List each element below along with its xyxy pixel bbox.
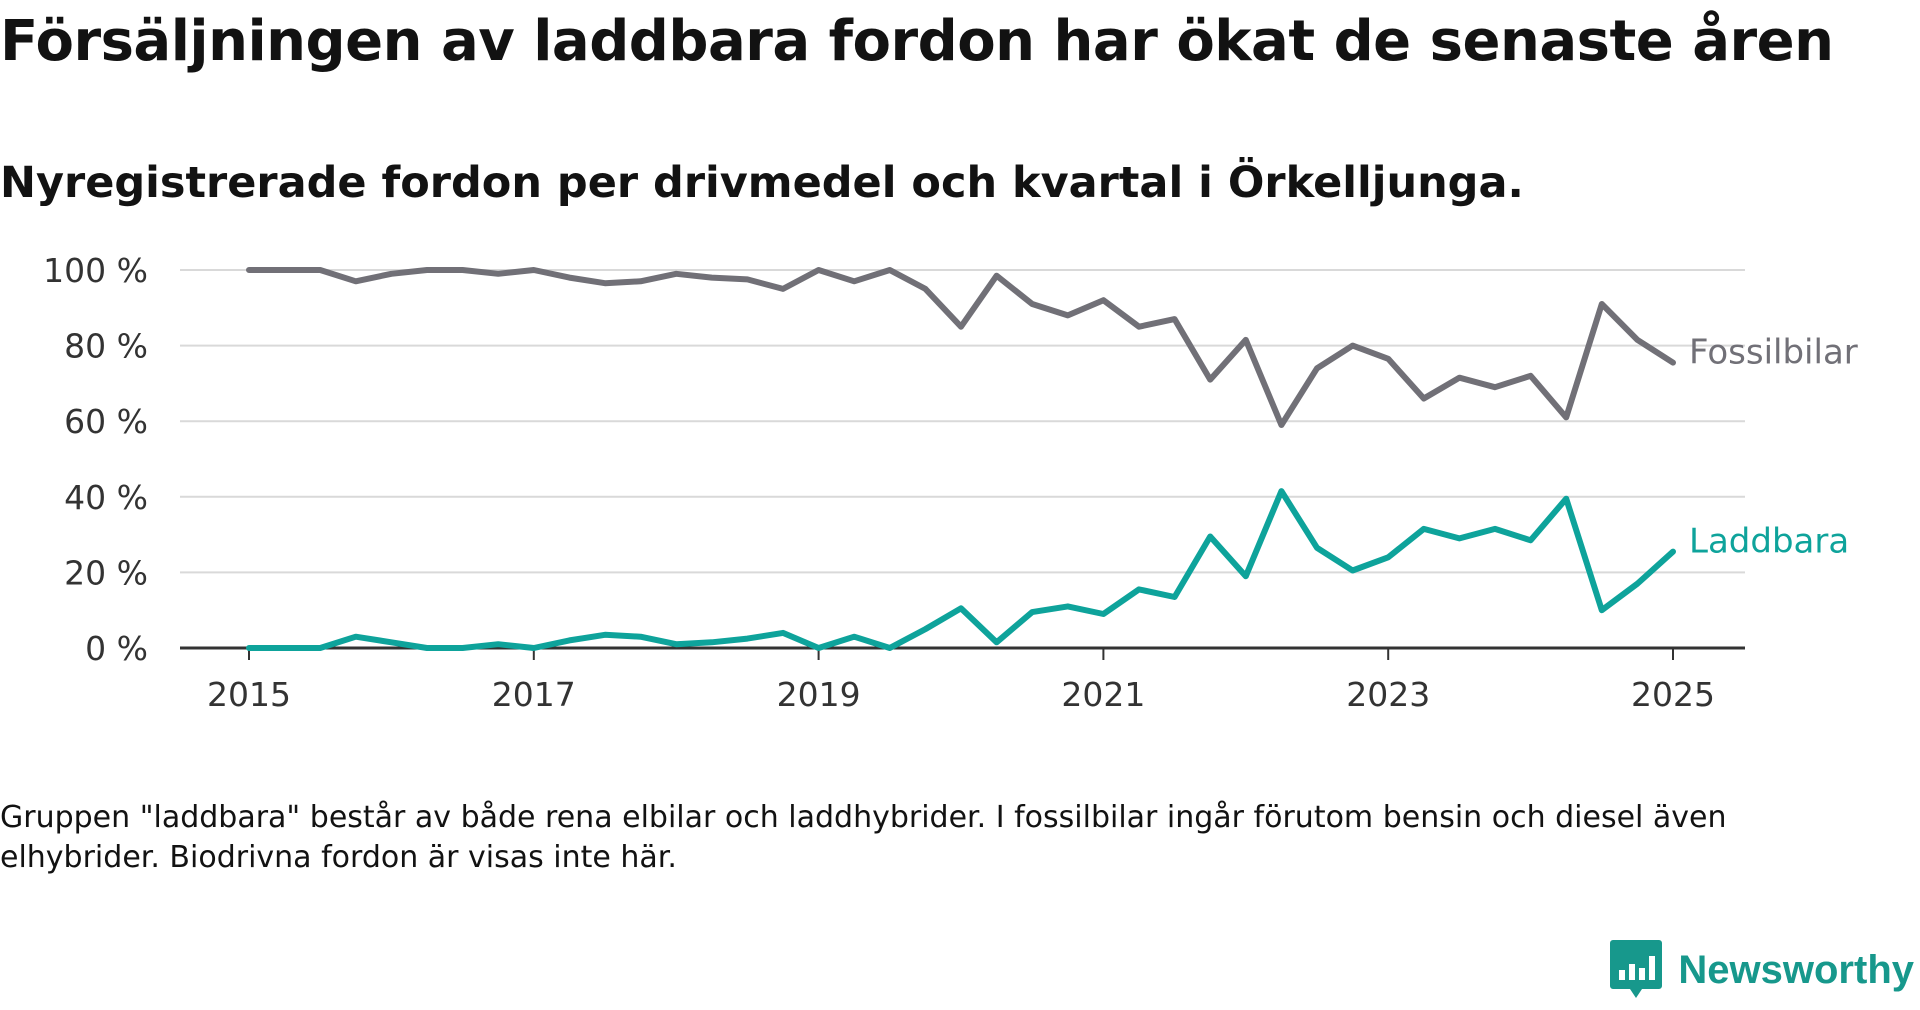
chart-title: Försäljningen av laddbara fordon har öka… <box>0 9 1834 74</box>
x-tick-label: 2025 <box>1631 675 1715 714</box>
series-line-laddbara <box>246 488 1676 651</box>
x-tick-label: 2023 <box>1346 675 1430 714</box>
y-tick-label: 40 % <box>64 478 148 517</box>
line-chart: 0 % 20 % 40 % 60 % 80 % 100 % 2015 2017 2019 202… <box>43 251 1858 714</box>
y-tick-label: 60 % <box>64 402 148 441</box>
brand-name: Newsworthy <box>1678 947 1914 992</box>
x-tick-label: 2017 <box>492 675 576 714</box>
gridlines <box>180 269 1745 574</box>
x-axis <box>180 646 1745 660</box>
y-tick-label: 100 % <box>43 251 148 290</box>
series-label-laddbara: Laddbara <box>1689 522 1849 562</box>
x-tick-label: 2015 <box>207 675 291 714</box>
y-tick-label: 0 % <box>85 629 148 668</box>
series-lines <box>246 267 1676 651</box>
logo-icon <box>1610 940 1663 998</box>
y-tick-label: 20 % <box>64 553 148 592</box>
x-tick-label: 2019 <box>777 675 861 714</box>
series-line-fossilbilar <box>246 267 1676 428</box>
y-tick-label: 80 % <box>64 327 148 366</box>
y-axis-labels: 0 % 20 % 40 % 60 % 80 % 100 % <box>43 251 148 668</box>
x-tick-label: 2021 <box>1061 675 1145 714</box>
footnote: Gruppen "laddbara" består av både rena e… <box>0 800 1727 875</box>
series-label-fossilbilar: Fossilbilar <box>1689 333 1858 373</box>
chart-subtitle: Nyregistrerade fordon per drivmedel och … <box>0 158 1524 208</box>
x-axis-labels: 2015 2017 2019 2021 2023 2025 <box>207 675 1715 714</box>
newsworthy-logo: Newsworthy <box>1610 940 1914 1000</box>
series-labels: Fossilbilar Laddbara <box>1689 333 1858 562</box>
